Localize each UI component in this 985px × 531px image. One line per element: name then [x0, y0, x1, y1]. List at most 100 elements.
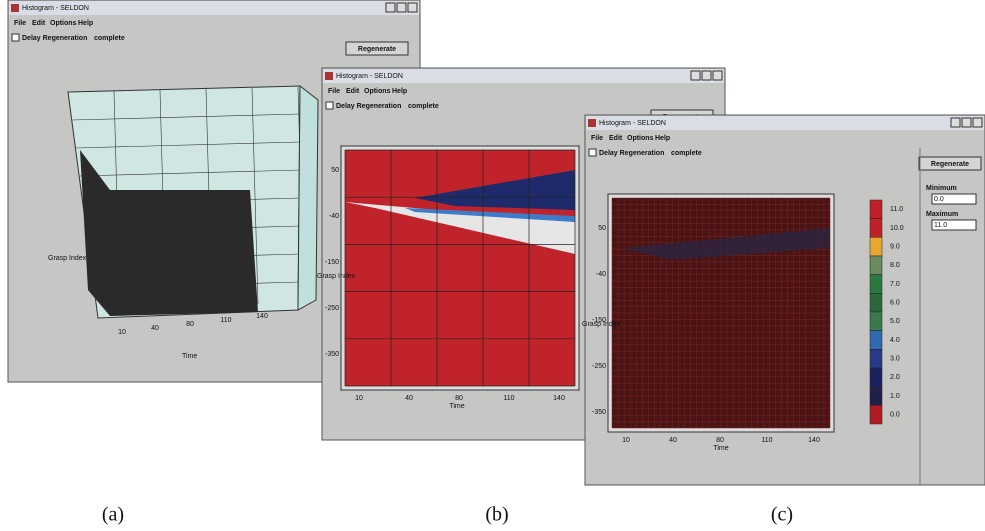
- x-tick-label: 110: [761, 437, 772, 444]
- status-text: complete: [94, 35, 125, 42]
- y-tick-label: 50: [331, 167, 339, 174]
- legend-swatch: [870, 275, 882, 294]
- window-control[interactable]: [962, 118, 971, 127]
- legend-label: 9.0: [890, 244, 900, 251]
- window-control[interactable]: [973, 118, 982, 127]
- field-label: Maximum: [926, 211, 958, 218]
- legend-label: 8.0: [890, 262, 900, 269]
- y-tick-label: -150: [325, 259, 339, 266]
- checkbox[interactable]: [12, 34, 19, 41]
- x-tick-label: 80: [455, 395, 463, 402]
- window-control[interactable]: [951, 118, 960, 127]
- legend-label: 6.0: [890, 300, 900, 307]
- x-tick-label: 110: [503, 395, 514, 402]
- x-tick-label: 10: [118, 329, 126, 336]
- x-tick-label: 40: [405, 395, 413, 402]
- legend-label: 2.0: [890, 374, 900, 381]
- caption: (b): [485, 504, 508, 526]
- y-axis-label: Grasp Index: [48, 255, 87, 262]
- checkbox-label: Delay Regeneration: [599, 150, 664, 157]
- x-tick-label: 80: [186, 321, 194, 328]
- menu-item[interactable]: File: [591, 135, 603, 142]
- legend-swatch: [870, 331, 882, 350]
- legend-label: 10.0: [890, 225, 904, 232]
- y-tick-label: -350: [592, 409, 606, 416]
- menu-item[interactable]: Edit: [346, 88, 360, 95]
- legend-swatch: [870, 312, 882, 331]
- field-value: 11.0: [934, 222, 947, 229]
- status-text: complete: [671, 150, 702, 157]
- window-control[interactable]: [408, 3, 417, 12]
- menu-item[interactable]: File: [14, 20, 26, 27]
- x-tick-label: 40: [669, 437, 677, 444]
- legend-swatch: [870, 200, 882, 219]
- y-tick-label: -40: [329, 213, 339, 220]
- menu-item[interactable]: Edit: [32, 20, 46, 27]
- menu-item[interactable]: Edit: [609, 135, 623, 142]
- legend-label: 1.0: [890, 393, 900, 400]
- legend-swatch: [870, 219, 882, 238]
- app-icon: [11, 4, 19, 12]
- window-control[interactable]: [691, 71, 700, 80]
- field-value: 0.0: [934, 196, 944, 203]
- y-axis-label: Grasp Index: [582, 321, 621, 328]
- checkbox-label: Delay Regeneration: [22, 35, 87, 42]
- legend-label: 0.0: [890, 412, 900, 419]
- window-title: Histogram - SELDON: [336, 73, 403, 80]
- legend-label: 11.0: [890, 206, 903, 213]
- x-axis-label: Time: [713, 445, 728, 452]
- y-tick-label: -40: [596, 271, 606, 278]
- button-label[interactable]: Regenerate: [358, 46, 396, 53]
- menu-item[interactable]: Options: [50, 20, 77, 27]
- legend-swatch: [870, 293, 882, 312]
- caption: (c): [771, 504, 793, 526]
- button-label[interactable]: Regenerate: [931, 161, 969, 168]
- x-tick-label: 40: [151, 325, 159, 332]
- x-tick-label: 80: [716, 437, 724, 444]
- legend-swatch: [870, 387, 882, 406]
- menu-item[interactable]: Options: [364, 88, 391, 95]
- checkbox-label: Delay Regeneration: [336, 103, 401, 110]
- x-tick-label: 140: [553, 395, 565, 402]
- y-axis-label: Grasp Index: [317, 273, 356, 280]
- legend-label: 7.0: [890, 281, 900, 288]
- x-tick-label: 140: [808, 437, 820, 444]
- y-tick-label: -350: [325, 351, 339, 358]
- app-icon: [588, 119, 596, 127]
- x-tick-label: 140: [256, 313, 268, 320]
- app-icon: [325, 72, 333, 80]
- y-tick-label: -250: [325, 305, 339, 312]
- legend-label: 4.0: [890, 337, 900, 344]
- checkbox[interactable]: [589, 149, 596, 156]
- menu-item[interactable]: Help: [392, 88, 407, 95]
- plot-side-wall: [298, 86, 318, 310]
- caption: (a): [102, 504, 124, 526]
- window-control[interactable]: [713, 71, 722, 80]
- window-title: Histogram - SELDON: [599, 120, 666, 127]
- menu-item[interactable]: Help: [78, 20, 93, 27]
- y-tick-label: -250: [592, 363, 606, 370]
- window-title: Histogram - SELDON: [22, 5, 89, 12]
- menu-item[interactable]: File: [328, 88, 340, 95]
- x-axis-label: Time: [449, 403, 464, 410]
- status-text: complete: [408, 103, 439, 110]
- y-tick-label: 50: [598, 225, 606, 232]
- window-control[interactable]: [702, 71, 711, 80]
- x-tick-label: 110: [220, 317, 231, 324]
- window-control[interactable]: [386, 3, 395, 12]
- legend-swatch: [870, 237, 882, 256]
- legend-swatch: [870, 349, 882, 368]
- legend-label: 3.0: [890, 356, 900, 363]
- x-tick-label: 10: [355, 395, 363, 402]
- menu-item[interactable]: Options: [627, 135, 654, 142]
- window-control[interactable]: [397, 3, 406, 12]
- menu-item[interactable]: Help: [655, 135, 670, 142]
- legend-swatch: [870, 256, 882, 275]
- legend-swatch: [870, 405, 882, 424]
- legend-label: 5.0: [890, 318, 900, 325]
- x-axis-label: Time: [182, 353, 197, 360]
- field-label: Minimum: [926, 185, 957, 192]
- x-tick-label: 10: [622, 437, 630, 444]
- screenshot: Histogram - SELDONFileEditOptionsHelpDel…: [0, 0, 985, 531]
- checkbox[interactable]: [326, 102, 333, 109]
